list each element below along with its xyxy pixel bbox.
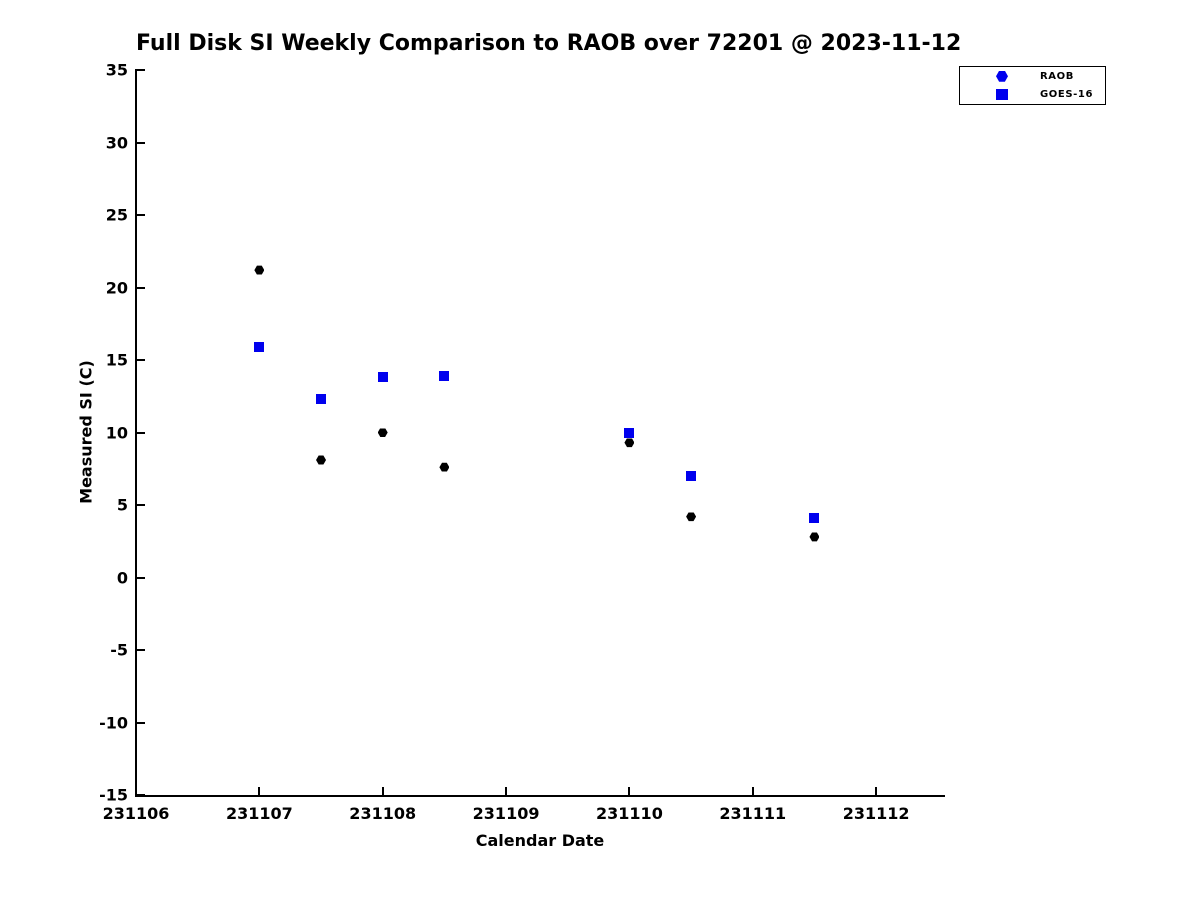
y-tick	[137, 286, 145, 289]
legend-label-goes-16: GOES-16	[1040, 89, 1094, 101]
raob-legend-marker-icon	[996, 70, 1008, 82]
x-tick	[258, 787, 261, 795]
y-tick-label: 15	[105, 350, 128, 370]
legend: RAOB GOES-16	[959, 66, 1106, 105]
y-tick	[137, 69, 145, 71]
data-point-raob	[809, 532, 820, 542]
legend-item-raob: RAOB	[960, 67, 1105, 86]
y-tick	[137, 141, 145, 144]
y-tick	[137, 214, 145, 216]
data-point-goes-16	[624, 427, 635, 438]
x-axis-label: Calendar Date	[475, 831, 605, 850]
goes-16-legend-marker-icon	[996, 89, 1008, 101]
y-tick-label: -15	[99, 785, 128, 805]
y-tick-label: 30	[105, 133, 128, 152]
x-tick-label: 231110	[596, 804, 663, 823]
data-point-goes-16	[316, 394, 327, 405]
data-point-raob	[439, 462, 450, 472]
y-tick-label: 35	[105, 60, 128, 80]
data-point-goes-16	[254, 341, 265, 352]
x-tick-label: 231112	[842, 804, 910, 823]
x-tick	[381, 787, 384, 795]
y-tick-label: -5	[110, 640, 128, 660]
data-point-raob	[624, 438, 635, 448]
y-tick	[137, 794, 145, 796]
data-point-raob	[254, 265, 265, 275]
legend-label-raob: RAOB	[1040, 70, 1074, 82]
y-tick	[137, 721, 145, 724]
y-tick	[137, 359, 145, 361]
data-point-raob	[686, 512, 697, 522]
data-point-raob	[316, 455, 327, 465]
y-tick	[137, 649, 145, 651]
legend-item-goes-16: GOES-16	[960, 86, 1105, 105]
y-axis-spine	[135, 69, 137, 797]
x-tick-label: 231106	[102, 804, 170, 823]
chart-title: Full Disk SI Weekly Comparison to RAOB o…	[136, 31, 962, 56]
data-point-goes-16	[377, 372, 388, 383]
y-axis-label: Measured SI (C)	[76, 360, 96, 504]
data-point-goes-16	[439, 370, 450, 381]
y-tick-label: 10	[105, 423, 128, 442]
data-point-goes-16	[686, 471, 697, 481]
x-tick	[505, 787, 508, 795]
data-point-raob	[377, 428, 388, 437]
y-tick	[137, 431, 145, 434]
y-tick-label: 5	[116, 495, 128, 515]
y-tick-label: 0	[116, 568, 128, 587]
data-point-goes-16	[809, 513, 820, 524]
x-tick-label: 231111	[719, 804, 787, 823]
x-tick	[135, 787, 137, 795]
y-tick	[137, 504, 145, 506]
y-tick-label: 20	[105, 278, 128, 297]
x-axis-spine	[135, 795, 945, 797]
x-tick-label: 231108	[349, 804, 417, 823]
x-tick	[875, 787, 878, 795]
x-tick	[628, 787, 631, 795]
y-tick-label: 25	[105, 205, 128, 225]
x-tick-label: 231109	[472, 804, 540, 823]
y-tick-label: -10	[99, 713, 128, 732]
y-tick	[137, 576, 145, 579]
x-tick	[751, 787, 754, 795]
x-tick-label: 231107	[225, 804, 293, 823]
